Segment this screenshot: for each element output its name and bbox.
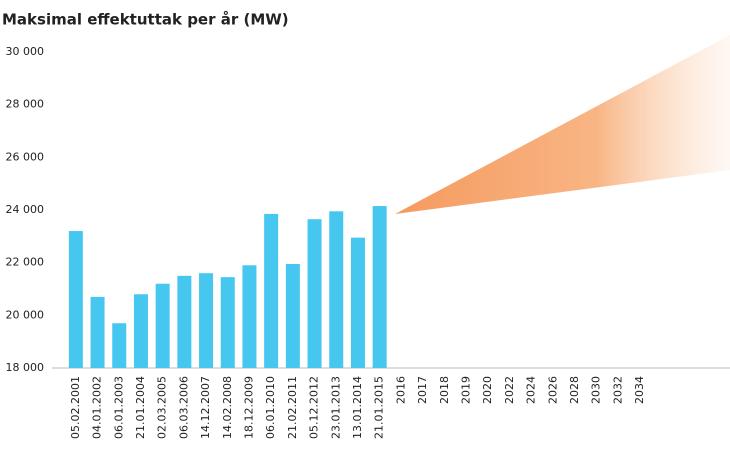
bar [68,231,83,368]
x-tick-label: 2018 [438,376,451,404]
x-tick-label: 2020 [481,376,494,404]
y-tick-label: 24 000 [6,203,45,216]
y-tick-label: 28 000 [6,98,45,111]
x-tick-label: 06.03.2006 [177,376,190,439]
x-tick-label: 06.01.2003 [112,376,125,439]
x-tick-label: 06.01.2010 [264,376,277,439]
bar [264,213,279,368]
y-tick-label: 20 000 [6,308,45,321]
x-tick-label: 21.02.2011 [286,376,299,439]
bar [220,277,235,368]
x-tick-label: 2028 [568,376,581,404]
bar [177,275,192,368]
bar [90,296,105,368]
bar [350,237,365,368]
bar [372,206,387,368]
bar [329,211,344,368]
bar [242,265,257,368]
x-tick-label: 23.01.2013 [329,376,342,439]
y-tick-label: 22 000 [6,256,45,269]
x-tick-label: 2034 [633,376,646,404]
chart-title: Maksimal effektuttak per år (MW) [2,11,289,29]
forecast-fan [395,35,730,214]
x-tick-label: 05.02.2001 [69,376,82,439]
x-tick-label: 2017 [416,376,429,404]
bar [112,323,127,368]
y-tick-label: 30 000 [6,45,45,58]
x-tick-label: 2019 [459,376,472,404]
x-tick-label: 05.12.2012 [308,376,321,439]
bar [307,219,322,368]
bar [155,283,170,368]
y-tick-label: 18 000 [6,361,45,374]
x-tick-label: 2024 [525,376,538,404]
x-tick-label: 14.02.2008 [221,376,234,439]
y-tick-label: 26 000 [6,150,45,163]
x-tick-label: 21.01.2015 [373,376,386,439]
bar [199,273,214,368]
x-tick-label: 02.03.2005 [156,376,169,439]
x-tick-label: 2032 [611,376,624,404]
bar [133,294,148,368]
x-tick-label: 14.12.2007 [199,376,212,439]
x-tick-label: 13.01.2014 [351,376,364,439]
x-tick-label: 21.01.2004 [134,376,147,439]
x-tick-label: 18.12.2009 [242,376,255,439]
x-tick-label: 2022 [503,376,516,404]
x-tick-label: 2016 [394,376,407,404]
x-tick-label: 2026 [546,376,559,404]
x-tick-label: 2030 [590,376,603,404]
x-tick-label: 04.01.2002 [91,376,104,439]
bar [285,263,300,368]
